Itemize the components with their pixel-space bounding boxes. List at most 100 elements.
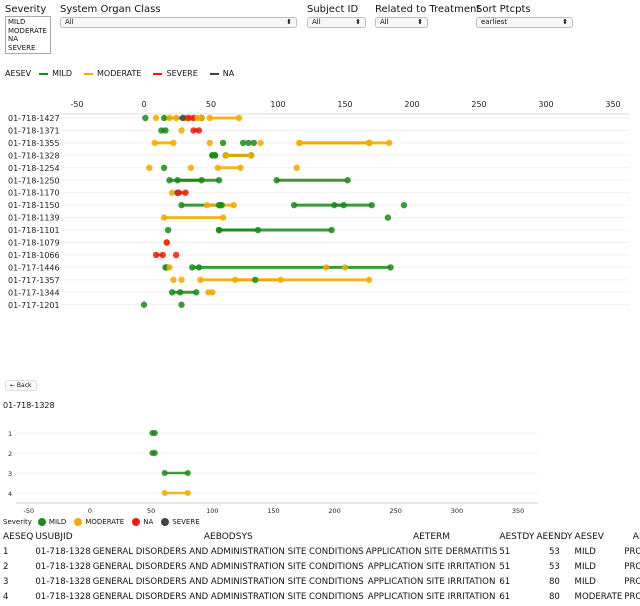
event-start-dot — [231, 276, 239, 284]
legend-title: Severity — [3, 518, 32, 526]
x-tick-label: 0 — [88, 507, 92, 515]
event-start-dot — [146, 164, 153, 171]
cell-aeterm: APPLICATION SITE IRRITATION — [367, 591, 496, 602]
legend-moderate: MODERATE — [97, 69, 142, 78]
cell-aeseq: 4 — [3, 591, 9, 602]
cell-aebodsys: GENERAL DISORDERS AND ADMINISTRATION SIT… — [92, 547, 364, 558]
event-start-dot — [161, 490, 168, 496]
column-header-aestdy[interactable]: AESTDY — [499, 532, 535, 543]
severity-option[interactable]: NA — [8, 35, 19, 43]
severity-option[interactable]: SEVERE — [8, 43, 36, 52]
event-start-dot — [174, 177, 181, 184]
event-start-dot — [166, 177, 173, 184]
event-start-dot — [160, 214, 168, 221]
soc-select[interactable]: All ⬍ — [60, 17, 297, 28]
event-start-dot — [331, 201, 338, 209]
event-end-dot — [237, 164, 244, 171]
legend-dot-mild — [37, 518, 46, 526]
legend-title: AESEV — [5, 69, 32, 78]
event-start-dot — [206, 114, 213, 122]
main-legend: AESEV MILD MODERATE SEVERE NA — [5, 69, 234, 78]
x-tick-label: 300 — [451, 507, 463, 515]
event-start-dot — [164, 226, 172, 234]
x-tick-label: 0 — [141, 100, 146, 109]
event-start-dot — [290, 201, 298, 209]
back-button[interactable]: ← Back — [5, 380, 37, 391]
event-start-dot — [239, 139, 247, 147]
event-start-dot — [178, 301, 185, 308]
legend-mild: MILD — [52, 69, 73, 78]
event-start-dot — [197, 276, 204, 284]
cell-aeseq: 2 — [3, 561, 9, 572]
severity-option[interactable]: MILD — [8, 18, 26, 26]
cell-aesev: MILD — [574, 561, 596, 572]
subject-value: All — [312, 18, 321, 26]
cell-usubjid: 01-718-1328 — [35, 547, 91, 558]
event-start-dot — [172, 251, 180, 259]
legend-na: NA — [143, 518, 154, 526]
table-row: 2 01-718-1328 GENERAL DISORDERS AND ADMINI… — [2, 560, 640, 575]
sort-select[interactable]: earliest ⬍ — [476, 17, 573, 28]
cell-aerel: PROBABLE — [624, 591, 640, 602]
column-header-aesev[interactable]: AESEV — [574, 532, 604, 543]
event-end-dot — [151, 430, 158, 436]
event-start-dot — [170, 276, 177, 284]
legend-moderate: MODERATE — [85, 518, 125, 526]
event-start-dot — [250, 139, 258, 147]
severity-option[interactable]: MODERATE — [8, 26, 47, 35]
severity-listbox[interactable]: MILD MODERATE NA SEVERE — [5, 16, 51, 54]
legend-severe: SEVERE — [172, 518, 200, 526]
row-label: 01-718-1150 — [8, 201, 60, 210]
event-start-dot — [222, 152, 229, 159]
event-start-dot — [257, 139, 264, 147]
event-start-dot — [190, 127, 197, 134]
related-value: All — [380, 18, 389, 26]
x-tick-label: 250 — [471, 100, 486, 109]
cell-aesev: MILD — [574, 576, 596, 587]
row-label: 2 — [8, 450, 12, 458]
x-tick-label: 250 — [390, 507, 402, 515]
row-label: 01-718-1427 — [8, 114, 60, 123]
row-label: 01-717-1446 — [8, 263, 60, 272]
column-header-aeterm[interactable]: AETERM — [413, 532, 451, 543]
cell-aeendy: 53 — [548, 547, 560, 558]
column-header-aebodsys[interactable]: AEBODSYS — [203, 532, 253, 543]
table-row: 1 01-718-1328 GENERAL DISORDERS AND ADMINI… — [2, 545, 640, 560]
column-header-usubjid[interactable]: USUBJID — [35, 532, 73, 543]
event-start-dot — [142, 114, 149, 122]
event-start-dot — [151, 139, 158, 147]
x-tick-label: 150 — [267, 507, 279, 515]
table-header-row: AESEQ USUBJID AEBODSYS AETERM AESTDY AEENDY AE… — [2, 530, 640, 545]
event-end-dot — [218, 201, 225, 209]
column-header-aerel[interactable]: AEREL — [632, 532, 640, 543]
cell-aestdy: 51 — [499, 547, 511, 558]
row-label: 01-718-1139 — [8, 214, 60, 223]
column-header-aeseq[interactable]: AESEQ — [3, 532, 34, 543]
event-end-dot — [344, 177, 351, 184]
event-start-dot — [245, 139, 252, 147]
event-end-dot — [159, 251, 166, 259]
event-start-dot — [252, 276, 259, 284]
cell-aebodsys: GENERAL DISORDERS AND ADMINISTRATION SIT… — [92, 591, 364, 602]
event-start-dot — [175, 189, 183, 196]
select-arrows-icon: ⬍ — [417, 18, 423, 26]
row-label: 01-718-1170 — [8, 189, 60, 198]
related-select[interactable]: All ⬍ — [375, 17, 428, 28]
event-end-dot — [151, 450, 158, 456]
cell-aerel: PROBABLE — [624, 576, 640, 587]
ae-table: AESEQ USUBJID AEBODSYS AETERM AESTDY AEENDY AE… — [2, 530, 640, 604]
subject-select[interactable]: All ⬍ — [307, 17, 366, 28]
event-end-dot — [195, 127, 203, 134]
row-label: 01-718-1328 — [8, 151, 60, 160]
event-start-dot — [178, 127, 185, 134]
table-row: 4 01-718-1328 GENERAL DISORDERS AND ADMINI… — [2, 589, 640, 604]
subject-label: Subject ID — [307, 4, 359, 15]
event-end-dot — [365, 276, 373, 284]
event-start-dot — [163, 239, 170, 246]
event-start-dot — [152, 114, 160, 122]
event-start-dot — [152, 251, 160, 259]
column-header-aeendy[interactable]: AEENDY — [536, 532, 573, 543]
event-end-dot — [184, 470, 191, 476]
cell-aeterm: APPLICATION SITE IRRITATION — [367, 561, 496, 572]
event-end-dot — [182, 189, 189, 196]
